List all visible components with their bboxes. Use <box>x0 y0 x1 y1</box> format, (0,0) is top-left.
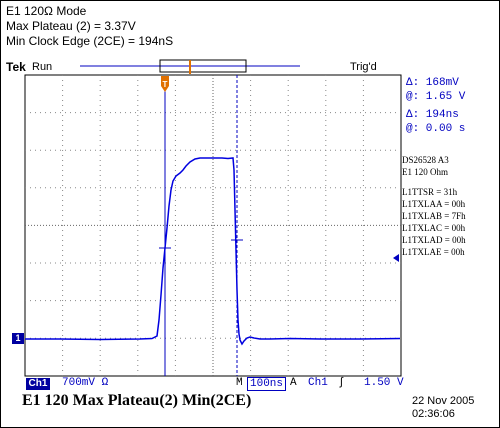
time-per-div[interactable]: 100ns <box>247 377 287 391</box>
at-time-readout: @: 0.00 s <box>406 123 466 135</box>
at-voltage-readout: @: 1.65 V <box>406 91 466 103</box>
trigger-marker-label: T <box>163 80 168 89</box>
volts-per-div[interactable]: 700mV Ω <box>62 377 109 389</box>
waveform-caption: E1 120 Max Plateau(2) Min(2CE) <box>22 392 252 409</box>
trigger-level[interactable]: 1.50 V <box>364 377 404 389</box>
register-line: L1TTSR = 31h <box>402 187 458 197</box>
header-min-clock-edge: Min Clock Edge (2CE) = 194nS <box>6 34 174 48</box>
trigger-level-arrow[interactable] <box>393 254 399 262</box>
mode-label: E1 120 Ohm <box>402 167 448 177</box>
channel-1-ground-marker[interactable]: 1 <box>12 333 24 344</box>
register-line: L1TXLAE = 00h <box>402 247 465 257</box>
register-line: L1TXLAC = 00h <box>402 223 466 233</box>
capture-date: 22 Nov 2005 <box>412 395 475 407</box>
delta-time-readout: Δ: 194ns <box>406 109 459 121</box>
delta-voltage-readout: Δ: 168mV <box>406 77 459 89</box>
channel-1-button[interactable]: Ch1 <box>26 378 50 390</box>
brand-logo: Tek <box>6 60 26 74</box>
trigger-status: Trig'd <box>350 61 377 73</box>
trigger-channel[interactable]: Ch1 <box>308 377 328 389</box>
trigger-slope-icon[interactable]: ∫ <box>338 377 345 389</box>
main-timebase-label: M <box>236 377 243 389</box>
trigger-marker[interactable] <box>161 76 169 92</box>
run-status: Run <box>32 61 53 73</box>
device-label: DS26528 A3 <box>402 155 449 165</box>
capture-time: 02:36:06 <box>412 408 455 420</box>
record-window-bracket <box>159 59 247 73</box>
register-line: L1TXLAA = 00h <box>402 199 466 209</box>
register-line: L1TXLAD = 00h <box>402 235 466 245</box>
register-line: L1TXLAB = 7Fh <box>402 211 466 221</box>
header-mode: E1 120Ω Mode <box>6 4 87 18</box>
header-max-plateau: Max Plateau (2) = 3.37V <box>6 19 136 33</box>
waveform-trace <box>25 157 401 346</box>
trigger-mode-label: A <box>290 377 297 389</box>
